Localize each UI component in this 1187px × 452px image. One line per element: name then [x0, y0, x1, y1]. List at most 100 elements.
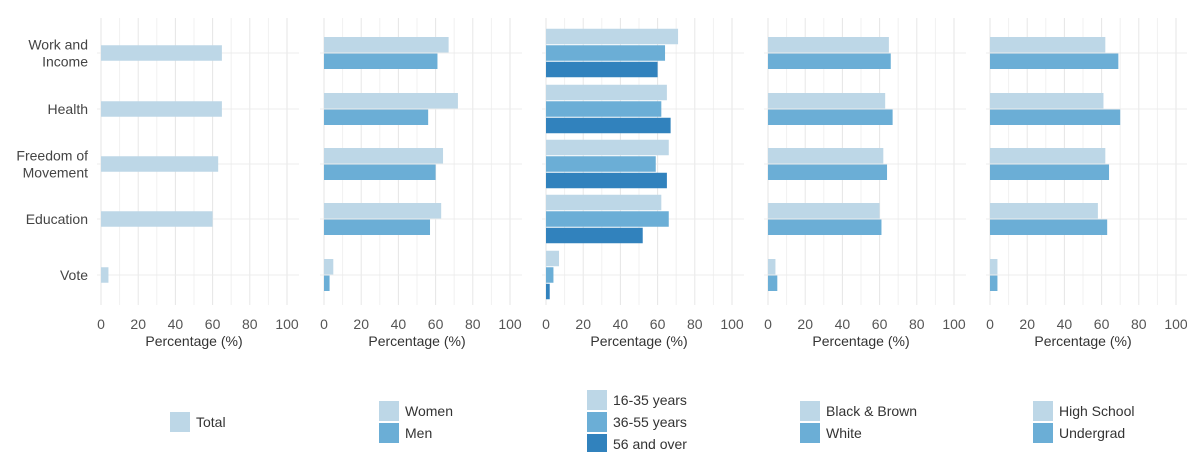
- x-tick-label: 20: [575, 316, 591, 332]
- legend-swatch: [1033, 401, 1053, 421]
- facet-panel-5: 0 20 40 60 80 100 Percentage (%) High School Und…: [986, 18, 1187, 443]
- bar-black-brown: [768, 203, 880, 219]
- bar-women: [324, 259, 334, 275]
- legend-swatch: [379, 423, 399, 443]
- bar-total: [101, 156, 219, 172]
- legend-swatch: [587, 412, 607, 432]
- x-tick-label: 40: [835, 316, 851, 332]
- facet-panel-1: 0 20 40 60 80 100 Percentage (%) Total: [97, 18, 299, 432]
- x-tick-label: 0: [320, 316, 328, 332]
- bar-white: [768, 109, 893, 125]
- bar-36-55-years: [546, 101, 662, 117]
- bar-16-35-years: [546, 194, 662, 211]
- category-label: Education: [26, 211, 88, 227]
- x-tick-label: 100: [720, 316, 744, 332]
- legend-swatch: [1033, 423, 1053, 443]
- x-tick-label: 20: [797, 316, 813, 332]
- legend-swatch: [587, 390, 607, 410]
- legend-label: Total: [196, 414, 226, 430]
- bar-total: [101, 267, 109, 283]
- x-tick-label: 100: [942, 316, 966, 332]
- legend-swatch: [379, 401, 399, 421]
- bar-women: [324, 148, 444, 164]
- x-tick-label: 100: [275, 316, 299, 332]
- x-tick-label: 0: [986, 316, 994, 332]
- bar-36-55-years: [546, 211, 669, 227]
- bar-undergrad: [990, 164, 1110, 180]
- x-tick-label: 80: [909, 316, 925, 332]
- legend-label: Women: [405, 403, 453, 419]
- bar-women: [324, 93, 458, 109]
- bar-16-35-years: [546, 84, 667, 101]
- bar-white: [768, 219, 882, 235]
- bar-high-school: [990, 148, 1106, 164]
- bar-black-brown: [768, 259, 776, 275]
- bar-white: [768, 275, 778, 291]
- x-tick-label: 40: [168, 316, 184, 332]
- bar-white: [768, 53, 891, 69]
- x-tick-label: 60: [205, 316, 221, 332]
- bar-high-school: [990, 203, 1098, 219]
- bar-36-55-years: [546, 156, 656, 172]
- x-tick-label: 0: [97, 316, 105, 332]
- bar-high-school: [990, 93, 1104, 109]
- x-tick-label: 60: [1094, 316, 1110, 332]
- legend-label: 56 and over: [613, 436, 687, 452]
- facet-panel-4: 0 20 40 60 80 100 Percentage (%) Black & Brown W…: [764, 18, 966, 443]
- x-tick-label: 80: [1131, 316, 1147, 332]
- legend-swatch: [800, 401, 820, 421]
- bar-women: [324, 203, 442, 219]
- bar-56-and-over: [546, 172, 667, 189]
- legend-swatch: [800, 423, 820, 443]
- category-label: Vote: [60, 267, 88, 283]
- bar-16-35-years: [546, 28, 679, 45]
- x-tick-label: 100: [498, 316, 522, 332]
- x-tick-label: 20: [353, 316, 369, 332]
- bar-total: [101, 45, 222, 61]
- bar-56-and-over: [546, 227, 643, 244]
- bar-white: [768, 164, 888, 180]
- x-tick-label: 60: [428, 316, 444, 332]
- bar-undergrad: [990, 275, 998, 291]
- x-tick-label: 20: [130, 316, 146, 332]
- bar-men: [324, 109, 429, 125]
- x-tick-label: 0: [542, 316, 550, 332]
- x-tick-label: 40: [391, 316, 407, 332]
- legend-label: High School: [1059, 403, 1135, 419]
- x-axis-label: Percentage (%): [812, 333, 909, 349]
- bar-high-school: [990, 37, 1106, 53]
- legend-1: Total: [170, 412, 226, 432]
- bar-men: [324, 164, 436, 180]
- bar-men: [324, 275, 330, 291]
- x-tick-label: 60: [872, 316, 888, 332]
- bar-36-55-years: [546, 45, 666, 61]
- legend-label: Black & Brown: [826, 403, 917, 419]
- x-axis-label: Percentage (%): [368, 333, 465, 349]
- bar-men: [324, 219, 431, 235]
- bar-16-35-years: [546, 139, 669, 156]
- bar-black-brown: [768, 37, 889, 53]
- x-tick-label: 20: [1019, 316, 1035, 332]
- facet-panel-2: 0 20 40 60 80 100 Percentage (%) Women Men: [320, 18, 522, 443]
- x-tick-label: 80: [242, 316, 258, 332]
- legend-swatch: [587, 434, 607, 452]
- legend-label: Undergrad: [1059, 425, 1125, 441]
- bar-undergrad: [990, 109, 1121, 125]
- bar-56-and-over: [546, 117, 671, 134]
- legend-2: Women Men: [379, 401, 453, 443]
- x-axis-label: Percentage (%): [1034, 333, 1131, 349]
- x-tick-label: 80: [465, 316, 481, 332]
- legend-5: High School Undergrad: [1033, 401, 1135, 443]
- bar-undergrad: [990, 53, 1119, 69]
- category-label: Health: [48, 101, 88, 117]
- x-tick-label: 80: [687, 316, 703, 332]
- bar-women: [324, 37, 449, 53]
- legend-4: Black & Brown White: [800, 401, 917, 443]
- bar-black-brown: [768, 93, 886, 109]
- bar-men: [324, 53, 438, 69]
- legend-swatch: [170, 412, 190, 432]
- legend-label: Men: [405, 425, 432, 441]
- facet-panel-3: 0 20 40 60 80 100 Percentage (%) 16-35 years 36-…: [542, 18, 744, 452]
